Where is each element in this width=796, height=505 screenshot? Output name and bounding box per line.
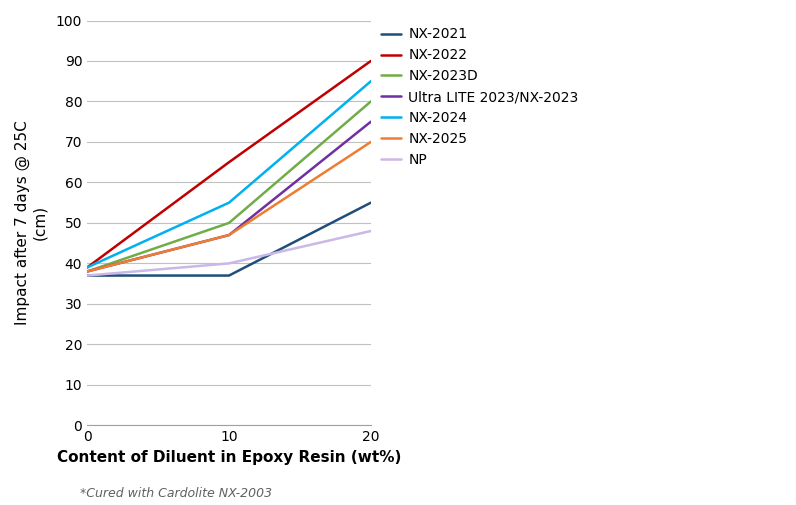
NP: [83, 273, 92, 279]
Line: NP: NP: [88, 231, 371, 276]
Line: NX-2024: NX-2024: [88, 81, 371, 268]
NX-2021: [83, 273, 92, 279]
Ultra LITE 2023/NX-2023: [83, 269, 92, 275]
NX-2022: [366, 58, 376, 64]
Line: NX-2023D: NX-2023D: [88, 102, 371, 272]
Line: Ultra LITE 2023/NX-2023: Ultra LITE 2023/NX-2023: [88, 122, 371, 272]
NX-2024: [83, 265, 92, 271]
NX-2023D: [224, 220, 234, 226]
NX-2024: [224, 199, 234, 206]
NX-2023D: [366, 98, 376, 105]
Line: NX-2022: NX-2022: [88, 61, 371, 268]
Legend: NX-2021, NX-2022, NX-2023D, Ultra LITE 2023/NX-2023, NX-2024, NX-2025, NP: NX-2021, NX-2022, NX-2023D, Ultra LITE 2…: [380, 27, 579, 167]
NX-2023D: [83, 269, 92, 275]
Ultra LITE 2023/NX-2023: [224, 232, 234, 238]
NP: [224, 261, 234, 267]
NX-2022: [224, 159, 234, 165]
NX-2022: [83, 265, 92, 271]
NX-2025: [366, 139, 376, 145]
NX-2021: [366, 199, 376, 206]
Text: *Cured with Cardolite NX-2003: *Cured with Cardolite NX-2003: [80, 487, 271, 500]
Y-axis label: Impact after 7 days @ 25C
(cm): Impact after 7 days @ 25C (cm): [15, 121, 48, 325]
NX-2025: [83, 269, 92, 275]
X-axis label: Content of Diluent in Epoxy Resin (wt%): Content of Diluent in Epoxy Resin (wt%): [57, 450, 401, 465]
NP: [366, 228, 376, 234]
NX-2024: [366, 78, 376, 84]
NX-2021: [224, 273, 234, 279]
Line: NX-2025: NX-2025: [88, 142, 371, 272]
NX-2025: [224, 232, 234, 238]
Ultra LITE 2023/NX-2023: [366, 119, 376, 125]
Line: NX-2021: NX-2021: [88, 203, 371, 276]
